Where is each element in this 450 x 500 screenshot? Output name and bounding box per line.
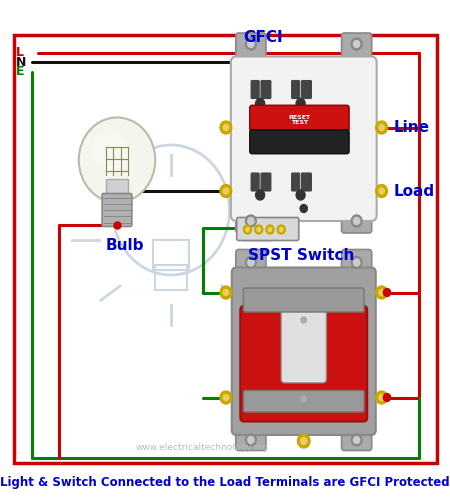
- FancyBboxPatch shape: [342, 427, 372, 450]
- FancyBboxPatch shape: [231, 56, 377, 221]
- Circle shape: [243, 225, 252, 234]
- FancyBboxPatch shape: [302, 80, 311, 98]
- Text: N: N: [16, 56, 26, 68]
- FancyBboxPatch shape: [236, 208, 266, 233]
- Circle shape: [379, 394, 384, 400]
- Circle shape: [354, 259, 360, 266]
- Circle shape: [246, 38, 256, 50]
- Circle shape: [351, 215, 362, 227]
- Circle shape: [354, 40, 360, 48]
- Text: TEST: TEST: [291, 120, 308, 125]
- Circle shape: [301, 396, 306, 402]
- Circle shape: [223, 290, 229, 296]
- FancyBboxPatch shape: [250, 130, 349, 154]
- FancyBboxPatch shape: [243, 390, 364, 412]
- Circle shape: [257, 228, 261, 232]
- Text: Load: Load: [394, 184, 435, 198]
- Circle shape: [301, 317, 306, 323]
- Text: E: E: [16, 65, 24, 78]
- Circle shape: [279, 228, 283, 232]
- Circle shape: [220, 286, 232, 299]
- Circle shape: [379, 124, 384, 130]
- FancyBboxPatch shape: [236, 427, 266, 450]
- Circle shape: [248, 40, 254, 48]
- Text: Light & Switch Connected to the Load Terminals are GFCI Protected: Light & Switch Connected to the Load Ter…: [0, 476, 450, 489]
- FancyBboxPatch shape: [342, 250, 372, 273]
- FancyBboxPatch shape: [261, 80, 271, 98]
- FancyBboxPatch shape: [236, 250, 266, 273]
- FancyBboxPatch shape: [342, 33, 372, 58]
- Circle shape: [383, 394, 391, 402]
- FancyBboxPatch shape: [342, 208, 372, 233]
- Circle shape: [376, 121, 387, 134]
- Circle shape: [296, 190, 305, 200]
- Text: Line: Line: [394, 120, 430, 135]
- FancyBboxPatch shape: [106, 179, 128, 195]
- FancyBboxPatch shape: [251, 173, 259, 191]
- Circle shape: [376, 184, 387, 198]
- Circle shape: [297, 434, 310, 448]
- Circle shape: [376, 286, 387, 299]
- FancyBboxPatch shape: [232, 268, 376, 435]
- Circle shape: [223, 124, 229, 130]
- Circle shape: [248, 218, 254, 224]
- FancyBboxPatch shape: [236, 33, 266, 58]
- Circle shape: [223, 188, 229, 194]
- Circle shape: [266, 225, 274, 234]
- Circle shape: [296, 98, 305, 108]
- Circle shape: [351, 256, 362, 268]
- FancyBboxPatch shape: [102, 194, 132, 226]
- Circle shape: [354, 218, 360, 224]
- Circle shape: [268, 228, 272, 232]
- Text: RESET: RESET: [288, 116, 310, 120]
- Circle shape: [248, 259, 254, 266]
- Circle shape: [255, 225, 263, 234]
- FancyBboxPatch shape: [251, 80, 259, 98]
- Text: GFCI: GFCI: [243, 30, 283, 45]
- FancyBboxPatch shape: [243, 288, 364, 312]
- Circle shape: [248, 436, 254, 444]
- Text: L: L: [16, 46, 24, 59]
- Circle shape: [277, 225, 285, 234]
- Circle shape: [300, 204, 307, 212]
- FancyBboxPatch shape: [250, 106, 349, 132]
- FancyBboxPatch shape: [292, 173, 300, 191]
- Circle shape: [246, 228, 249, 232]
- Circle shape: [246, 215, 256, 227]
- Circle shape: [220, 391, 232, 404]
- Circle shape: [92, 130, 128, 170]
- Circle shape: [223, 394, 229, 400]
- Circle shape: [351, 38, 362, 50]
- Circle shape: [246, 256, 256, 268]
- FancyBboxPatch shape: [261, 173, 271, 191]
- Circle shape: [220, 121, 232, 134]
- Circle shape: [354, 436, 360, 444]
- Circle shape: [220, 184, 232, 198]
- Circle shape: [256, 190, 265, 200]
- FancyBboxPatch shape: [240, 306, 367, 422]
- FancyBboxPatch shape: [292, 80, 300, 98]
- Circle shape: [351, 434, 362, 446]
- FancyBboxPatch shape: [302, 173, 311, 191]
- FancyBboxPatch shape: [281, 310, 326, 383]
- Circle shape: [379, 290, 384, 296]
- Text: Bulb: Bulb: [106, 238, 144, 252]
- Circle shape: [246, 434, 256, 446]
- Text: SPST Switch: SPST Switch: [248, 248, 354, 262]
- Circle shape: [379, 188, 384, 194]
- Circle shape: [376, 391, 387, 404]
- Text: www.electricaltechnology.org: www.electricaltechnology.org: [136, 443, 269, 452]
- Circle shape: [256, 98, 265, 108]
- Circle shape: [301, 438, 307, 444]
- FancyBboxPatch shape: [237, 218, 299, 240]
- Circle shape: [383, 288, 391, 296]
- Circle shape: [79, 118, 155, 202]
